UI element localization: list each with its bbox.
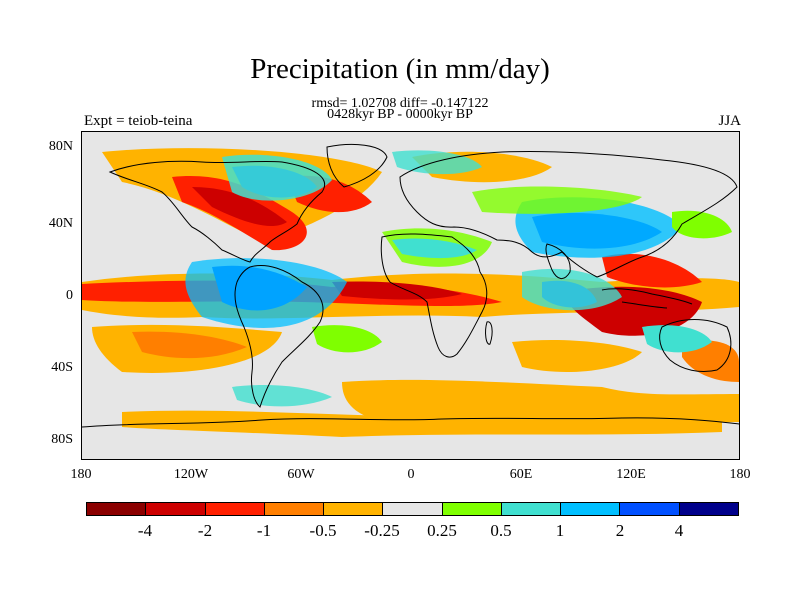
period-line: 0428kyr BP - 0000kyr BP (327, 107, 473, 122)
coastline-africa (380, 233, 488, 358)
lat-label-40n: 40N (48, 216, 73, 231)
field-orange-southern (342, 379, 739, 423)
field-cyan-indianocean (522, 268, 622, 311)
coastline-indonesia (601, 288, 693, 309)
colorbar-label: -0.5 (309, 521, 337, 540)
field-cyan-samerica (185, 258, 347, 328)
season-label: JJA (718, 113, 741, 129)
colorbar-box (87, 503, 147, 515)
lon-label-0: 0 (407, 467, 415, 482)
field-red-westpacific (602, 253, 702, 288)
coastline-eurasia (399, 150, 738, 278)
coastline-greenland (326, 143, 388, 188)
coastline-australia (659, 319, 732, 373)
colorbar-label: 4 (674, 521, 684, 540)
coastline-south-america (234, 265, 324, 408)
coastline-madagascar (485, 321, 493, 345)
colorbar-box (383, 503, 443, 515)
field-red-southpacific (132, 331, 247, 359)
colorbar-box (264, 503, 325, 515)
colorbar-box (442, 503, 502, 515)
colorbar-box (205, 503, 265, 515)
coastline-india (545, 243, 571, 279)
field-orange-indian (512, 340, 642, 372)
colorbar-box (146, 503, 206, 515)
coastline-north-america (108, 160, 325, 263)
colorbar-label: -4 (137, 521, 153, 540)
field-green-atlantic (312, 325, 382, 353)
field-orange-australia (682, 340, 739, 382)
precipitation-map (81, 131, 740, 460)
lon-label-180w: 180 (70, 467, 92, 482)
field-darkred-namerica (192, 187, 287, 227)
field-cyan-southpacific (642, 325, 712, 353)
anomaly-fields (82, 148, 739, 437)
colorbar-box (324, 503, 384, 515)
plot-title: Precipitation (in mm/day) (250, 53, 550, 85)
stats-line: rmsd= 1.02708 diff= -0.147122 (311, 96, 489, 111)
lat-label-80n: 80N (48, 139, 73, 154)
colorbar-box (679, 503, 738, 515)
colorbar (86, 502, 739, 516)
field-darkred-atlantic (332, 281, 462, 300)
colorbar-box (501, 503, 562, 515)
field-cyan-southern (232, 385, 332, 407)
colorbar-box (620, 503, 680, 515)
lon-label-120e: 120E (616, 467, 646, 482)
colorbar-box (561, 503, 621, 515)
lon-label-60e: 60E (509, 467, 533, 482)
colorbar-label: 1 (555, 521, 565, 540)
colorbar-label: -1 (256, 521, 272, 540)
lon-label-180e: 180 (729, 467, 751, 482)
field-cyan-canada (222, 154, 332, 201)
colorbar-label: -0.25 (364, 521, 400, 540)
lat-label-40s: 40S (51, 360, 73, 375)
colorbar-label: -2 (197, 521, 213, 540)
colorbar-label: 0.25 (427, 521, 457, 540)
colorbar-label: 0.5 (490, 521, 512, 540)
field-cyan-africa (392, 238, 477, 259)
lat-label-0: 0 (66, 288, 73, 303)
lat-label-80s: 80S (51, 432, 73, 447)
field-green-pacific (672, 210, 732, 239)
lon-label-120w: 120W (173, 467, 209, 482)
coastline-antarctica (82, 417, 739, 428)
lon-label-60w: 60W (287, 467, 315, 482)
experiment-label: Expt = teiob-teina (84, 113, 193, 129)
map-canvas (82, 143, 739, 437)
field-green-asia (472, 186, 642, 214)
coastlines (82, 143, 739, 428)
field-orange-antarctic (122, 410, 722, 437)
colorbar-label: 2 (615, 521, 625, 540)
